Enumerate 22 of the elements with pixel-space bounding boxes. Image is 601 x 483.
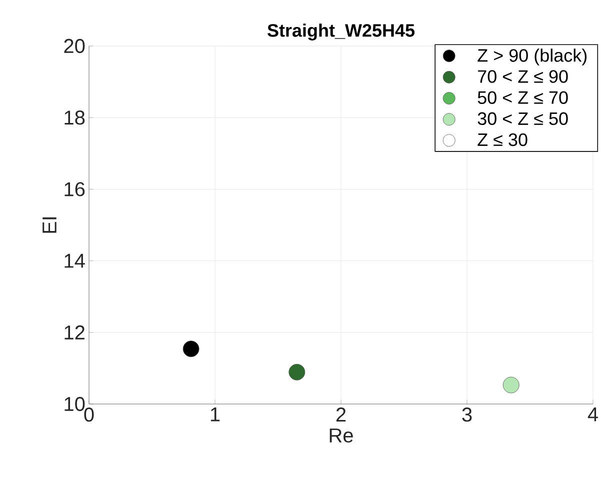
legend-label: 30 < Z ≤ 50: [478, 112, 568, 126]
y-tick-label: 20: [64, 38, 85, 54]
point: [502, 376, 520, 394]
point: [288, 364, 306, 380]
x-axis-title: Re: [330, 428, 353, 443]
legend-label: 50 < Z ≤ 70: [478, 91, 568, 104]
x-tick-label: 3: [462, 408, 472, 422]
y-tick-label: 18: [64, 110, 85, 125]
x-tick-label: 2: [336, 408, 346, 422]
x-tick-label: 0: [84, 408, 94, 422]
legend-label: Z > 90 (black): [478, 48, 586, 66]
legend-label: Z ≤ 30: [478, 133, 528, 146]
x-tick-label: 1: [210, 408, 220, 422]
point: [182, 340, 200, 358]
chart-title: Straight_W25H45: [268, 24, 415, 40]
legend-label: 70 < Z ≤ 90: [478, 70, 568, 83]
x-tick-label: 4: [588, 408, 598, 422]
y-tick-label: 10: [64, 396, 85, 412]
y-tick-label: 16: [64, 182, 85, 196]
y-axis-title: EI: [42, 217, 56, 233]
y-tick-label: 12: [64, 325, 84, 340]
y-tick-label: 14: [64, 254, 85, 268]
